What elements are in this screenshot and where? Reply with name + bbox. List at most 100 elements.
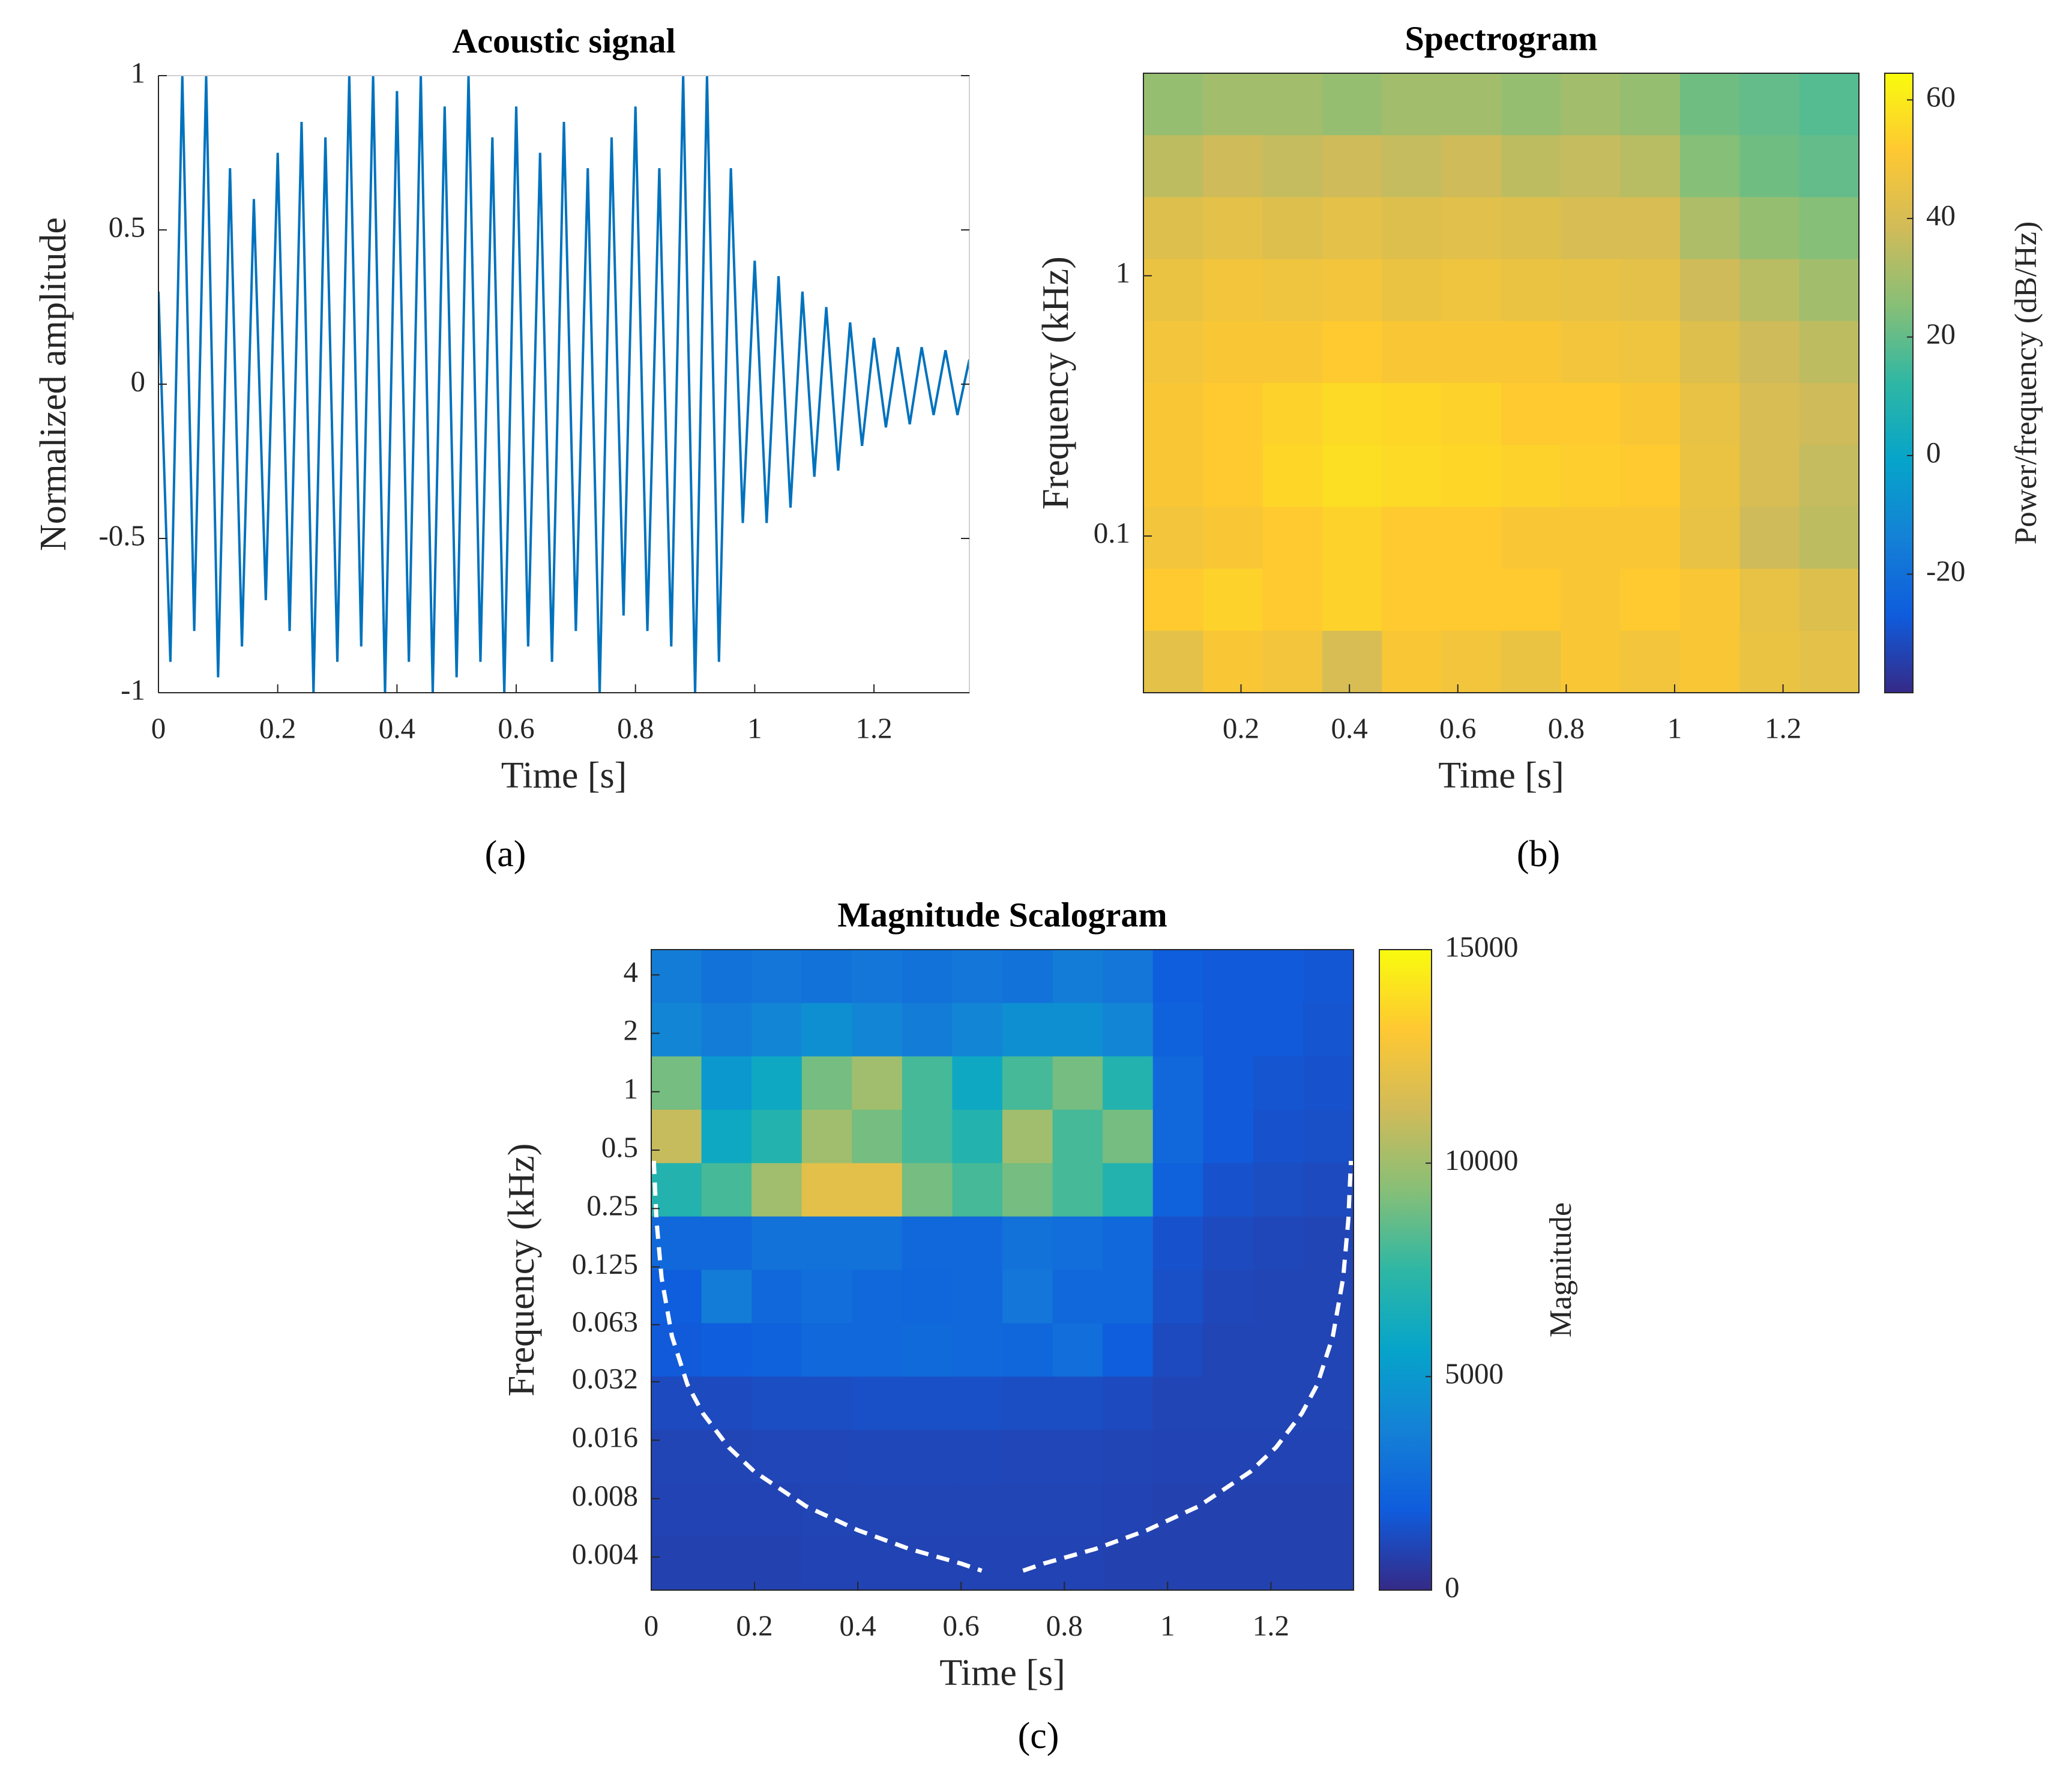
y-tick-label: 0.1	[1094, 516, 1130, 549]
heatmap-cell	[1052, 1323, 1103, 1377]
x-axis-label: Time [s]	[1438, 755, 1564, 796]
chart-title: Magnitude Scalogram	[837, 895, 1167, 934]
heatmap-cell	[751, 1109, 803, 1164]
heatmap-cell	[1203, 568, 1263, 631]
heatmap-cell	[1052, 1109, 1103, 1164]
heatmap-cell	[1561, 630, 1621, 693]
cone-of-influence	[651, 1160, 1354, 1573]
heatmap-cell	[1152, 1537, 1203, 1590]
heatmap-cell	[1303, 1109, 1354, 1164]
heatmap-cell	[1262, 445, 1323, 507]
heatmap-cell	[1382, 568, 1442, 631]
y-tick-label: 0.032	[572, 1362, 638, 1395]
heatmap-cell	[1680, 135, 1740, 197]
x-tick-label: 0.6	[1439, 711, 1476, 744]
heatmap-cell	[1052, 1376, 1103, 1430]
plot-area	[651, 950, 1354, 1590]
heatmap-cell	[1262, 321, 1323, 384]
heatmap-cell	[701, 1056, 752, 1110]
heatmap-cell	[651, 1163, 702, 1217]
caption: (c)	[1018, 1716, 1059, 1756]
heatmap-cell	[1203, 197, 1263, 260]
heatmap-cell	[1002, 1163, 1053, 1217]
heatmap-cell	[1203, 259, 1263, 322]
heatmap-cell	[1739, 73, 1800, 136]
x-tick-label: 0.8	[617, 711, 654, 744]
heatmap-cell	[1262, 73, 1323, 136]
heatmap-cell	[1501, 568, 1561, 631]
y-tick-label: 0.125	[572, 1247, 638, 1280]
heatmap-cell	[1103, 950, 1154, 1004]
heatmap-cell	[701, 1270, 752, 1324]
heatmap-cell	[1002, 1002, 1053, 1057]
heatmap-cell	[751, 1056, 803, 1110]
heatmap-cell	[1253, 1109, 1304, 1164]
heatmap-cell	[1203, 1056, 1254, 1110]
heatmap-cell	[902, 1430, 953, 1484]
heatmap-cell	[952, 1323, 1003, 1377]
heatmap-cell	[1103, 1483, 1154, 1537]
heatmap-cell	[651, 1109, 702, 1164]
heatmap-cell	[651, 1056, 702, 1110]
heatmap-cell	[1253, 1537, 1304, 1590]
heatmap-cell	[1441, 383, 1502, 445]
heatmap-cell	[1441, 630, 1502, 693]
heatmap-cell	[1152, 1216, 1203, 1271]
heatmap-cell	[1152, 1163, 1203, 1217]
heatmap-cell	[952, 1216, 1003, 1271]
heatmap-cell	[852, 1109, 903, 1164]
heatmap-cell	[1002, 1323, 1053, 1377]
heatmap-cell	[1501, 630, 1561, 693]
heatmap-cell	[1739, 321, 1800, 384]
heatmap-cell	[1739, 197, 1800, 260]
heatmap-cell	[1262, 568, 1323, 631]
heatmap-cell	[1501, 197, 1561, 260]
caption: (a)	[485, 834, 526, 875]
heatmap-cell	[1152, 1056, 1203, 1110]
y-tick-label: 0.008	[572, 1479, 638, 1512]
colorbar-tick-label: 60	[1926, 80, 1956, 113]
heatmap-cell	[1620, 630, 1681, 693]
heatmap-cell	[1152, 1270, 1203, 1324]
heatmap-cell	[1799, 383, 1859, 445]
heatmap-cell	[651, 1483, 702, 1537]
heatmap-cell	[1303, 1163, 1354, 1217]
heatmap-cell	[751, 1270, 803, 1324]
heatmap-cell	[1152, 1430, 1203, 1484]
y-axis-label: Normalized amplitude	[33, 217, 74, 551]
heatmap-cell	[1103, 1430, 1154, 1484]
heatmap-cell	[1203, 1163, 1254, 1217]
heatmap-cell	[1143, 445, 1203, 507]
heatmap-cell	[1262, 383, 1323, 445]
heatmap-cell	[1262, 259, 1323, 322]
heatmap-cell	[1799, 568, 1859, 631]
heatmap-cell	[1052, 1002, 1103, 1057]
chart-title: Acoustic signal	[452, 21, 675, 60]
heatmap-cell	[1203, 1109, 1254, 1164]
heatmap-cell	[1501, 383, 1561, 445]
heatmap-cell	[1561, 135, 1621, 197]
x-axis-label: Time [s]	[501, 755, 627, 796]
heatmap-cell	[1680, 568, 1740, 631]
colorbar	[1379, 949, 1432, 1591]
caption: (b)	[1517, 834, 1560, 875]
heatmap-cell	[1322, 568, 1382, 631]
heatmap-cell	[1620, 383, 1681, 445]
heatmap-cell	[1620, 321, 1681, 384]
heatmap-cell	[1262, 507, 1323, 570]
heatmap-cell	[1203, 383, 1263, 445]
heatmap-cell	[1103, 1376, 1154, 1430]
heatmap-cell	[751, 1376, 803, 1430]
heatmap-cell	[651, 1323, 702, 1377]
heatmap-cell	[1253, 1270, 1304, 1324]
x-tick-label: 0.2	[1223, 711, 1259, 744]
heatmap-cell	[1253, 1376, 1304, 1430]
colorbar-tick-label: 40	[1926, 199, 1956, 232]
heatmap-cell	[952, 1056, 1003, 1110]
y-tick-label: 0.016	[572, 1420, 638, 1453]
heatmap-cell	[1203, 1376, 1254, 1430]
heatmap-cell	[1002, 1056, 1053, 1110]
heatmap-cell	[1103, 1002, 1154, 1057]
heatmap-cell	[902, 1056, 953, 1110]
heatmap-cell	[801, 1483, 852, 1537]
